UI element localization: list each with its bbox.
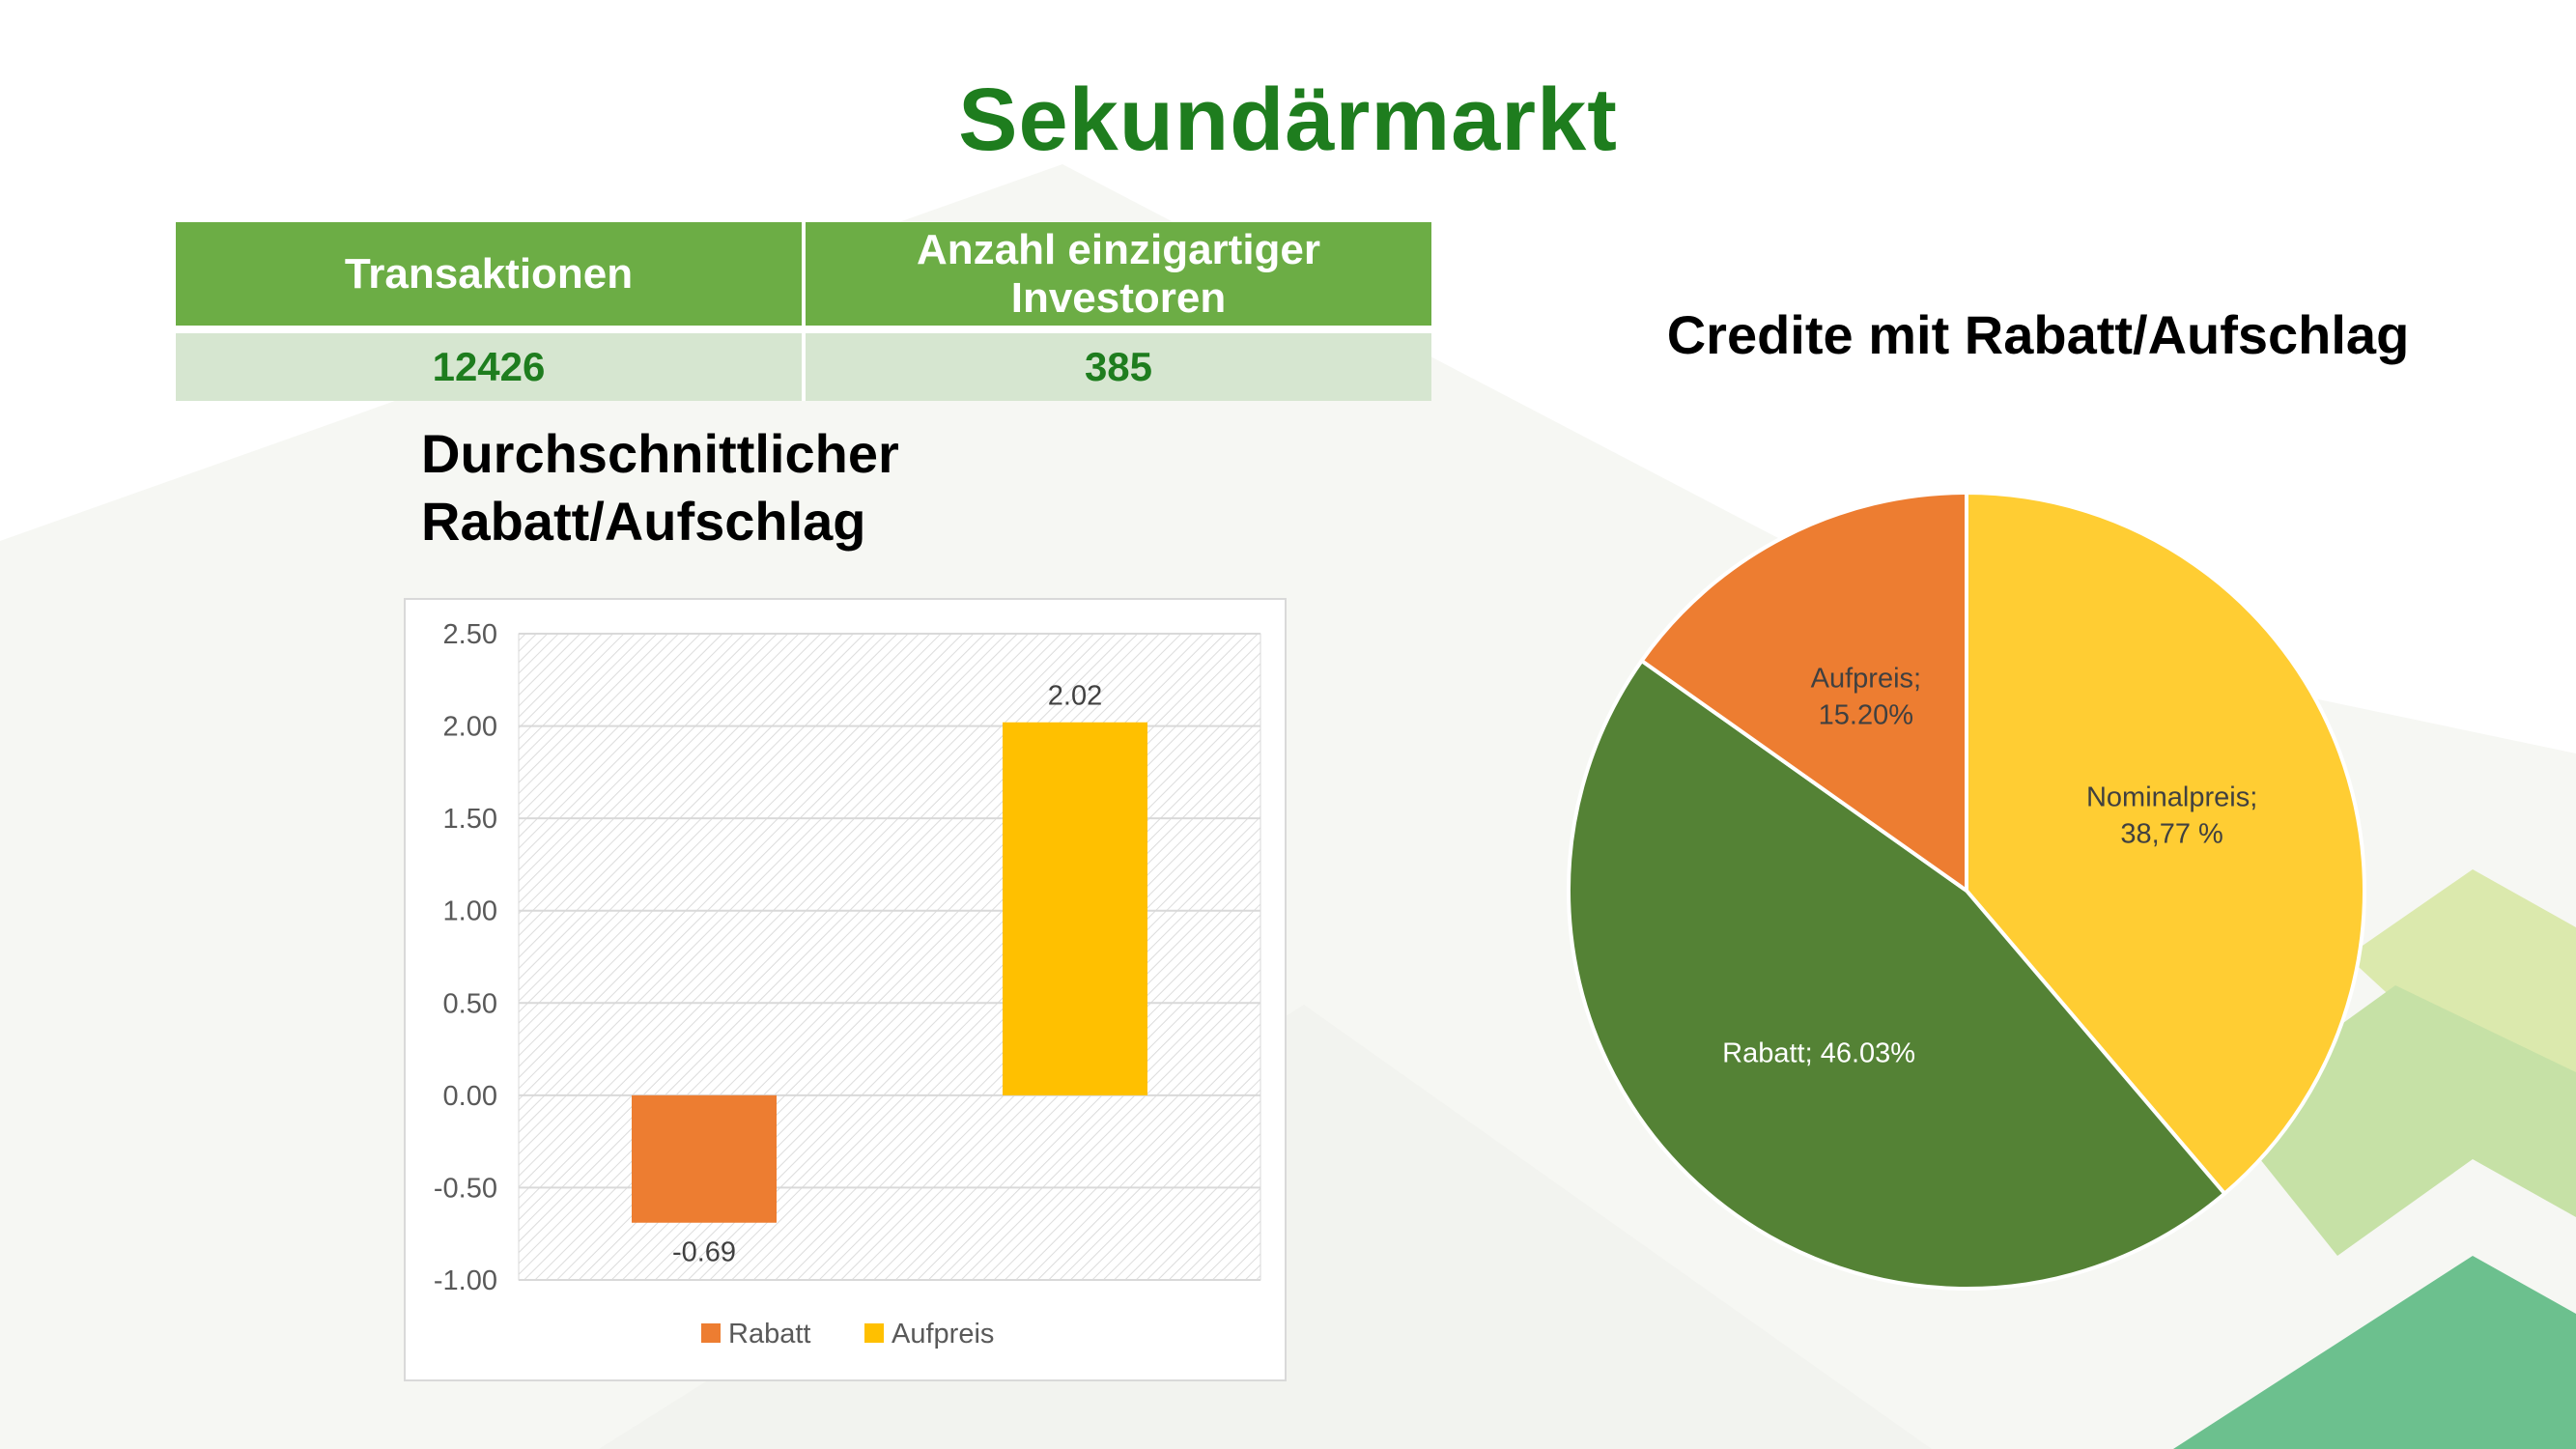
- pie-chart-title: Credite mit Rabatt/Aufschlag: [1666, 304, 2410, 365]
- bar-rabatt: [632, 1094, 777, 1223]
- pie-label-nominalpreis: Nominalpreis;: [2086, 782, 2257, 813]
- pie-slice-nominalpreis: [1965, 490, 2366, 1197]
- value-transaktionen: 12426: [176, 329, 806, 401]
- bar-aufpreis: [1003, 722, 1147, 1095]
- y-tick-label: 0.00: [443, 1081, 497, 1112]
- stats-table: Transaktionen Anzahl einzigartiger Inves…: [176, 222, 1431, 401]
- y-tick-label: 1.00: [443, 896, 497, 927]
- pie-label-aufpreis: Aufpreis;: [1811, 664, 1921, 695]
- y-tick-label: 2.50: [443, 619, 497, 650]
- y-tick-label: 1.50: [443, 804, 497, 835]
- pie-slice-rabatt: [1567, 658, 2228, 1291]
- legend-label-rabatt: Rabatt: [728, 1319, 810, 1350]
- legend-swatch-rabatt: [701, 1323, 721, 1343]
- pie-label-nominalpreis: 38,77 %: [2120, 819, 2222, 850]
- y-tick-label: -1.00: [434, 1265, 497, 1296]
- y-tick-label: 2.00: [443, 712, 497, 743]
- plot-area: [518, 633, 1261, 1281]
- bar-chart-frame: 2.50 2.00 1.50 1.00 0.50 0.00 -0.50 -1.00 -0.69 2…: [404, 598, 1287, 1381]
- bar-value-label: -0.69: [672, 1237, 736, 1268]
- bar-chart: 2.50 2.00 1.50 1.00 0.50 0.00 -0.50 -1.00 -0.69 2…: [434, 619, 1261, 1350]
- stats-value-row: 12426 385: [176, 329, 1431, 401]
- pie-slice-aufpreis: [1638, 490, 1968, 895]
- legend-label-aufpreis: Aufpreis: [892, 1319, 994, 1350]
- legend-swatch-aufpreis: [864, 1323, 884, 1343]
- value-investoren: 385: [804, 329, 1431, 401]
- bar-chart-title-line-1: Durchschnittlicher: [421, 423, 899, 484]
- pie-label-aufpreis: 15.20%: [1819, 700, 1913, 731]
- bar-chart-title-line-2: Rabatt/Aufschlag: [421, 491, 866, 552]
- bar-value-label: 2.02: [1048, 681, 1102, 712]
- header-transaktionen: Transaktionen: [176, 222, 806, 333]
- bar-chart-title: Durchschnittlicher Rabatt/Aufschlag: [421, 420, 1290, 555]
- pie-label-rabatt: Rabatt; 46.03%: [1722, 1037, 1915, 1068]
- page-title: Sekundärmarkt: [958, 71, 1618, 169]
- y-tick-label: 0.50: [443, 988, 497, 1019]
- header-investoren: Anzahl einzigartiger Investoren: [804, 222, 1431, 333]
- y-tick-label: -0.50: [434, 1173, 497, 1204]
- pie-chart: Nominalpreis; 38,77 % Rabatt; 46.03% Aufpre…: [1567, 490, 2366, 1291]
- stats-header-row: Transaktionen Anzahl einzigartiger Inves…: [176, 222, 1431, 333]
